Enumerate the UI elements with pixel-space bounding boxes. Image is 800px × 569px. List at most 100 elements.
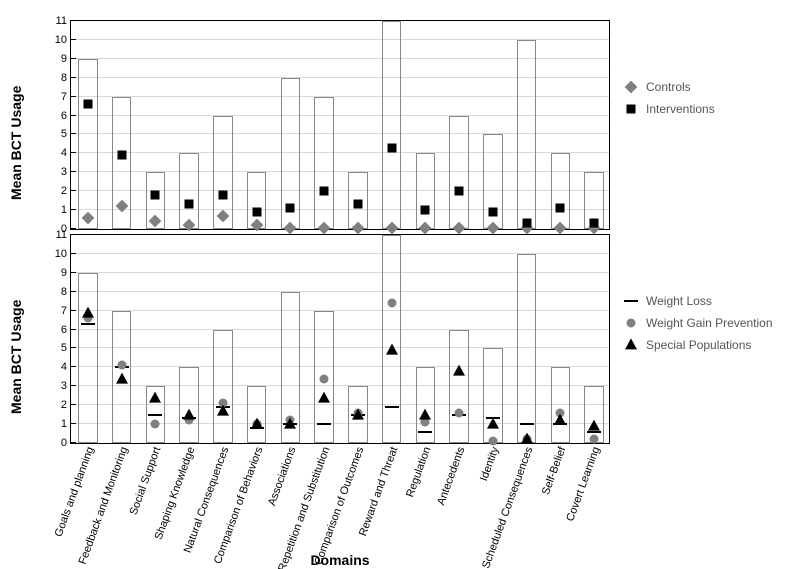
marker-triangle [453,365,465,376]
marker-triangle [588,420,600,431]
marker-circle [151,420,160,429]
marker-square [488,207,497,216]
marker-triangle [284,418,296,429]
xaxis-title: Domains [70,552,610,568]
marker-circle [387,299,396,308]
marker-dash [317,423,331,425]
capacity-bar [179,153,199,229]
marker-triangle [386,344,398,355]
legend-label: Controls [646,80,691,94]
marker-triangle [116,372,128,383]
marker-dash [587,431,601,433]
x-tick-label: Covert Learning [564,445,602,523]
x-tick-label: Social Support [128,445,164,516]
x-tick-label: Identity [478,445,501,482]
ytick-label: 1 [61,204,67,216]
capacity-bar [517,40,537,229]
chart-panel-bottom: 01234567891011 [70,234,610,444]
ytick-label: 0 [61,437,67,449]
ytick [71,190,76,191]
marker-square [117,151,126,160]
marker-dash [81,323,95,325]
marker-triangle [183,408,195,419]
ytick [71,209,76,210]
capacity-bar [449,116,469,229]
legend-label: Weight Gain Prevention [646,316,773,330]
capacity-bar [551,153,571,229]
ytick [71,228,76,229]
ytick [71,253,76,254]
capacity-bar [517,254,537,443]
ytick [71,404,76,405]
triangle-icon [622,338,640,352]
capacity-bar [449,330,469,443]
capacity-bar [179,367,199,443]
ytick-label: 2 [61,185,67,197]
legend-label: Special Populations [646,338,751,352]
marker-square [151,190,160,199]
marker-triangle [352,408,364,419]
x-tick-labels: Goals and planningFeedback and Monitorin… [70,446,610,556]
ytick-label: 4 [61,147,67,159]
marker-triangle [554,414,566,425]
chart-panel-top: 01234567891011 [70,20,610,230]
yaxis-title-bottom: Mean BCT Usage [8,394,24,414]
ytick-label: 11 [56,15,67,27]
x-tick-label: Associations [266,445,298,507]
marker-square [252,207,261,216]
marker-triangle [487,418,499,429]
ytick [71,291,76,292]
marker-triangle [318,391,330,402]
marker-square [387,143,396,152]
marker-dash [418,431,432,433]
marker-square [320,187,329,196]
x-tick-label: Regulation [405,445,434,499]
ytick [71,310,76,311]
marker-triangle [521,433,533,444]
capacity-bar [551,367,571,443]
ytick [71,329,76,330]
ytick-label: 2 [61,399,67,411]
legend-label: Weight Loss [646,294,712,308]
ytick-label: 9 [61,267,67,279]
x-tick-label: Self-Belief [540,445,568,496]
ytick-label: 6 [61,110,67,122]
ytick-label: 11 [56,229,67,241]
marker-dash [520,423,534,425]
capacity-bar [314,97,334,229]
marker-triangle [82,306,94,317]
ytick-label: 4 [61,361,67,373]
ytick-label: 5 [61,128,67,140]
ytick-label: 10 [55,34,67,46]
marker-dash [148,414,162,416]
plot-area-bottom: 01234567891011 [71,235,609,443]
ytick-label: 7 [61,91,67,103]
capacity-bar [78,273,98,443]
ytick [71,152,76,153]
diamond-icon [622,80,640,94]
marker-square [286,204,295,213]
square-icon [622,102,640,116]
ytick [71,234,76,235]
marker-square [421,206,430,215]
marker-square [218,190,227,199]
capacity-bar [247,386,267,443]
marker-square [185,200,194,209]
ytick [71,272,76,273]
legend-item: Interventions [622,102,790,116]
ytick [71,133,76,134]
ytick-label: 8 [61,286,67,298]
capacity-bar [483,348,503,443]
marker-triangle [419,408,431,419]
figure: Mean BCT Usage Mean BCT Usage 0123456789… [0,0,800,569]
marker-circle [455,408,464,417]
dash-icon [622,294,640,308]
ytick [71,366,76,367]
legend-item: Weight Loss [622,294,790,308]
ytick [71,77,76,78]
marker-square [455,187,464,196]
marker-square [590,219,599,228]
legend-item: Controls [622,80,790,94]
ytick [71,96,76,97]
capacity-bar [382,21,402,229]
